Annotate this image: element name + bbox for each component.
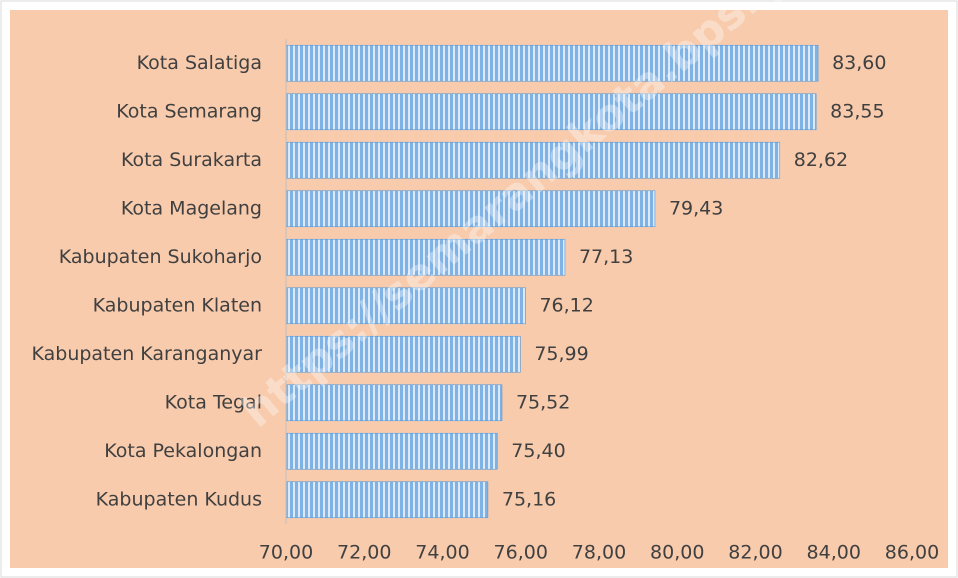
y-tick-label: Kota Surakarta: [121, 149, 262, 171]
value-label: 82,62: [794, 149, 848, 171]
y-tick-label: Kota Magelang: [121, 197, 262, 219]
bar: [285, 190, 656, 228]
x-tick-label: 70,00: [259, 542, 313, 564]
x-tick-label: 86,00: [885, 542, 939, 564]
x-tick-label: 82,00: [728, 542, 782, 564]
y-tick-label: Kota Salatiga: [137, 52, 262, 74]
y-tick-label: Kota Pekalongan: [104, 440, 262, 462]
y-tick-label: Kota Tegal: [165, 391, 262, 413]
y-tick-label: Kabupaten Klaten: [93, 294, 262, 316]
y-tick-label: Kabupaten Kudus: [96, 488, 262, 510]
value-label: 75,99: [534, 343, 588, 365]
x-tick-label: 76,00: [494, 542, 548, 564]
value-label: 76,12: [539, 294, 593, 316]
x-tick-label: 74,00: [415, 542, 469, 564]
value-label: 75,52: [516, 391, 570, 413]
bar: [285, 44, 819, 82]
y-tick-label: Kabupaten Sukoharjo: [59, 246, 262, 268]
bar: [285, 432, 498, 470]
value-label: 77,13: [579, 246, 633, 268]
bar: [285, 384, 503, 422]
value-label: 83,60: [832, 52, 886, 74]
bar: [285, 287, 526, 325]
x-tick-label: 78,00: [572, 542, 626, 564]
value-label: 75,40: [511, 440, 565, 462]
value-label: 79,43: [669, 197, 723, 219]
bar: [285, 481, 489, 519]
bar: [285, 141, 781, 179]
y-tick-label: Kota Semarang: [116, 100, 262, 122]
x-tick-label: 80,00: [650, 542, 704, 564]
bar: [285, 93, 817, 131]
x-tick-label: 84,00: [807, 542, 861, 564]
bar: [285, 238, 566, 276]
x-tick-label: 72,00: [337, 542, 391, 564]
y-tick-label: Kabupaten Karanganyar: [31, 343, 262, 365]
value-label: 83,55: [830, 100, 884, 122]
bar: [285, 335, 521, 373]
value-label: 75,16: [502, 488, 556, 510]
